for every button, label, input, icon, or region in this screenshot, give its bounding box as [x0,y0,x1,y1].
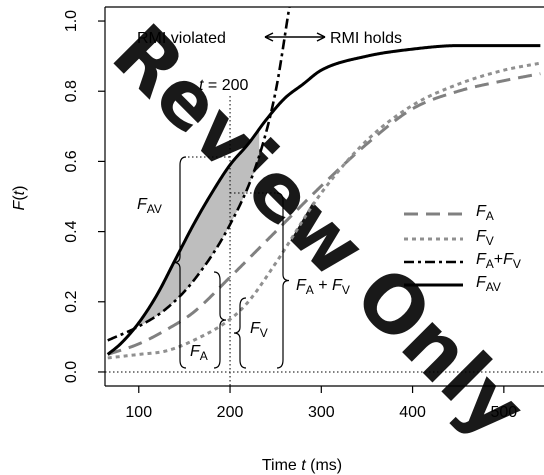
fa-brace [213,271,227,369]
annotations: RMI violated RMI holds t = 200 FAV FA + … [137,30,402,363]
rmi-arrow-right-head [316,32,326,42]
y-tick-label: 0.0 [63,361,80,383]
fv-brace [233,297,247,369]
x-tick-label: 300 [308,404,335,421]
brace-annotations [173,32,326,369]
watermark: Review Only [95,8,542,455]
sum-brace-label: FA + FV [296,277,350,297]
fav-brace [173,156,187,369]
x-tick-label: 400 [399,404,426,421]
rmi-violated-label: RMI violated [137,30,226,47]
fav-brace-label: FAV [137,196,162,216]
legend-label-fv: FV [476,228,494,248]
rmi-holds-label: RMI holds [330,30,402,47]
fa-brace-label: FA [190,343,208,363]
violation-shading [138,129,260,327]
y-tick-label: 0.4 [63,220,80,242]
y-axis-title: F(t) [11,186,28,211]
legend-label-fav-sum: FA+FV [476,251,521,271]
fv-brace-label: FV [250,320,268,340]
x-tick-label: 500 [490,404,517,421]
legend-label-fav: FAV [476,274,501,294]
series-line-fav-sum [107,6,291,342]
rmi-arrow-left-head [264,32,274,42]
axes: 0.0 0.2 0.4 0.6 0.8 1.0 100 200 300 400 500 [63,6,544,421]
legend: FA FV FA+FV FAV [404,203,521,294]
y-tick-label: 1.0 [63,10,80,32]
x-axis-title: Time t (ms) [262,457,342,474]
x-tick-label: 100 [125,404,152,421]
legend-label-fa: FA [476,203,494,223]
y-tick-label: 0.2 [63,291,80,313]
watermark-text: Review Only [95,8,542,455]
x-tick-label: 200 [217,404,244,421]
y-tick-label: 0.6 [63,150,80,172]
sum-brace [276,192,290,369]
t200-label: t = 200 [199,77,248,94]
y-tick-label: 0.8 [63,80,80,102]
